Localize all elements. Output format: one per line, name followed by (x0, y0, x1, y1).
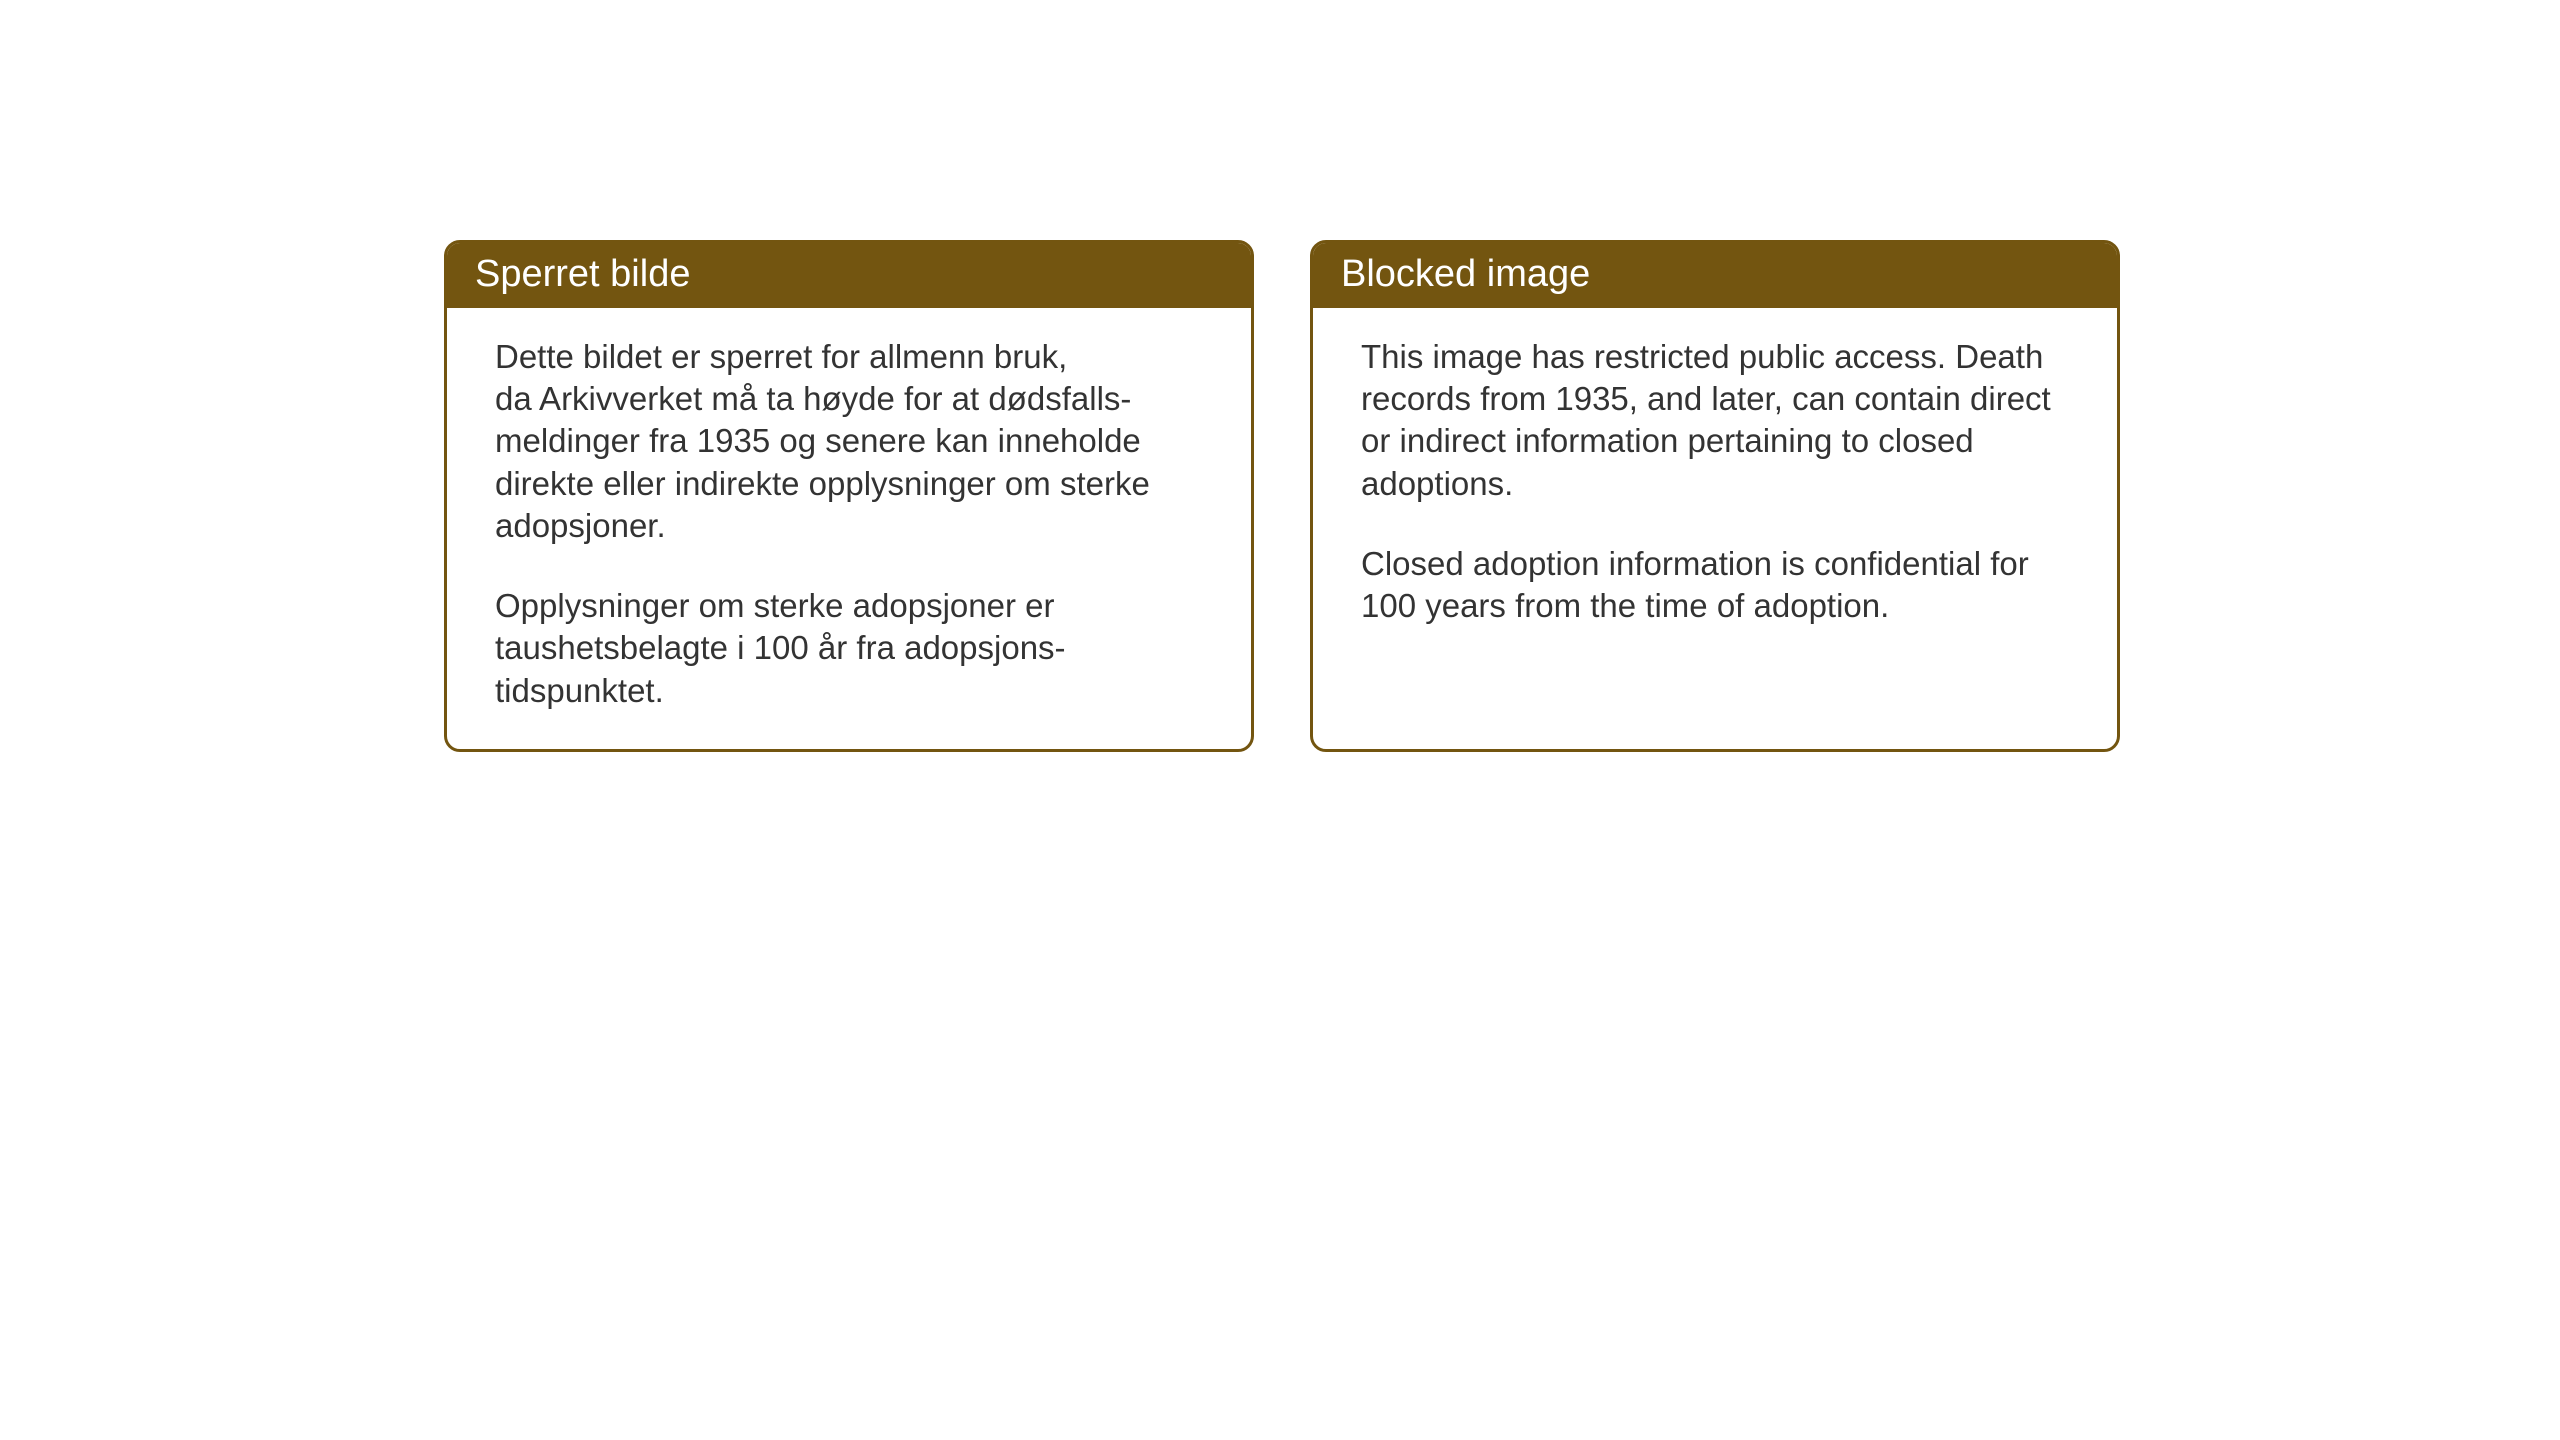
notice-paragraph-1-norwegian: Dette bildet er sperret for allmenn bruk… (495, 336, 1203, 547)
notice-body-english: This image has restricted public access.… (1313, 308, 2117, 663)
notice-title-english: Blocked image (1313, 243, 2117, 308)
notice-paragraph-2-norwegian: Opplysninger om sterke adopsjoner er tau… (495, 585, 1203, 712)
notice-body-norwegian: Dette bildet er sperret for allmenn bruk… (447, 308, 1251, 748)
notice-title-norwegian: Sperret bilde (447, 243, 1251, 308)
notice-box-english: Blocked image This image has restricted … (1310, 240, 2120, 752)
notices-container: Sperret bilde Dette bildet er sperret fo… (0, 0, 2560, 752)
notice-paragraph-2-english: Closed adoption information is confident… (1361, 543, 2069, 627)
notice-paragraph-1-english: This image has restricted public access.… (1361, 336, 2069, 505)
notice-box-norwegian: Sperret bilde Dette bildet er sperret fo… (444, 240, 1254, 752)
